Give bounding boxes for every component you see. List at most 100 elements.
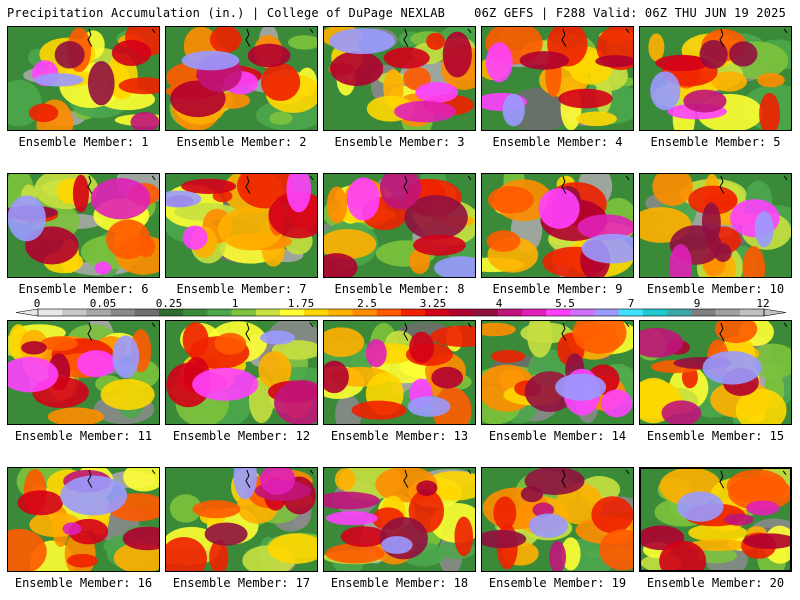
colorbar-swatch xyxy=(522,309,547,316)
ensemble-member-map xyxy=(7,320,160,425)
ensemble-member-map xyxy=(7,467,160,572)
ensemble-member-map xyxy=(165,26,318,131)
ensemble-member-label: Ensemble Member: 17 xyxy=(172,576,311,590)
colorbar-tick-label: 5.5 xyxy=(555,297,575,310)
colorbar-swatch xyxy=(280,309,305,316)
colorbar-tick-label: 0 xyxy=(33,297,41,310)
precip-field-map xyxy=(482,468,633,571)
precip-field-map xyxy=(482,174,633,277)
colorbar-swatch xyxy=(159,309,184,316)
ensemble-member-map xyxy=(323,467,476,572)
ensemble-member-map xyxy=(7,26,160,131)
map-title: Precipitation Accumulation (in.) | Colle… xyxy=(7,6,446,20)
precip-field-map xyxy=(8,174,159,277)
colorbar-swatch xyxy=(86,309,111,316)
precip-field-map xyxy=(324,321,475,424)
colorbar-swatch xyxy=(618,309,644,316)
colorbar-swatch xyxy=(207,309,232,316)
colorbar-swatch xyxy=(425,309,450,316)
precip-field-map xyxy=(8,27,159,130)
colorbar-tick-label: 1.75 xyxy=(287,297,315,310)
ensemble-member-map xyxy=(165,467,318,572)
colorbar-tick-label: 0.25 xyxy=(155,297,183,310)
precip-field-map xyxy=(640,174,791,277)
colorbar-swatch xyxy=(183,309,208,316)
colorbar-swatch xyxy=(449,309,474,316)
colorbar-swatch xyxy=(570,309,595,316)
colorbar-swatch xyxy=(328,309,353,316)
ensemble-member-label: Ensemble Member: 1 xyxy=(18,135,149,149)
ensemble-member-map xyxy=(639,26,792,131)
ensemble-member-label: Ensemble Member: 20 xyxy=(646,576,785,590)
ensemble-member-map xyxy=(481,467,634,572)
ensemble-member-map xyxy=(639,173,792,278)
precip-field-map xyxy=(640,27,791,130)
colorbar-swatch xyxy=(255,309,281,316)
colorbar-swatch xyxy=(352,309,378,316)
ensemble-member-label: Ensemble Member: 15 xyxy=(646,429,785,443)
colorbar-swatch xyxy=(643,309,668,316)
colorbar-tick-label: 7 xyxy=(627,297,635,310)
ensemble-member-label: Ensemble Member: 13 xyxy=(330,429,469,443)
colorbar-tick-label: 2.5 xyxy=(357,297,377,310)
ensemble-member-label: Ensemble Member: 9 xyxy=(492,282,623,296)
ensemble-member-map xyxy=(323,173,476,278)
precip-field-map xyxy=(166,27,317,130)
colorbar-tick-label: 0.05 xyxy=(89,297,117,310)
precip-field-map xyxy=(166,468,317,571)
ensemble-member-label: Ensemble Member: 10 xyxy=(646,282,785,296)
ensemble-member-label: Ensemble Member: 19 xyxy=(488,576,627,590)
ensemble-member-label: Ensemble Member: 7 xyxy=(176,282,307,296)
precip-field-map xyxy=(166,174,317,277)
precip-field-map xyxy=(8,321,159,424)
colorbar-tick-label: 9 xyxy=(693,297,701,310)
ensemble-member-label: Ensemble Member: 4 xyxy=(492,135,623,149)
colorbar-swatch xyxy=(110,309,136,316)
colorbar-tick-label: 12 xyxy=(756,297,770,310)
precip-field-map xyxy=(482,27,633,130)
precip-field-map xyxy=(324,174,475,277)
ensemble-member-label: Ensemble Member: 6 xyxy=(18,282,149,296)
ensemble-member-map xyxy=(481,320,634,425)
colorbar-swatch xyxy=(304,309,329,316)
ensemble-member-map xyxy=(639,320,792,425)
ensemble-member-label: Ensemble Member: 12 xyxy=(172,429,311,443)
ensemble-member-label: Ensemble Member: 2 xyxy=(176,135,307,149)
ensemble-member-map xyxy=(165,173,318,278)
colorbar-max-arrow xyxy=(763,308,787,317)
colorbar-swatch xyxy=(401,309,426,316)
colorbar-swatch xyxy=(739,309,765,316)
ensemble-member-map xyxy=(323,26,476,131)
ensemble-member-map xyxy=(323,320,476,425)
precip-field-map xyxy=(324,27,475,130)
colorbar-swatch xyxy=(231,309,257,316)
colorbar-tick-label: 4 xyxy=(495,297,503,310)
ensemble-member-map xyxy=(7,173,160,278)
colorbar-swatch xyxy=(62,309,87,316)
ensemble-member-map xyxy=(165,320,318,425)
colorbar-swatch xyxy=(667,309,692,316)
colorbar-swatch xyxy=(38,309,63,316)
colorbar-tick-label: 1 xyxy=(231,297,239,310)
precip-field-map xyxy=(166,321,317,424)
ensemble-member-map xyxy=(481,26,634,131)
ensemble-member-label: Ensemble Member: 3 xyxy=(334,135,465,149)
colorbar-tick-label: 3.25 xyxy=(419,297,447,310)
colorbar-swatch xyxy=(594,309,620,316)
precip-field-map xyxy=(482,321,633,424)
colorbar-swatch xyxy=(691,309,716,316)
ensemble-member-label: Ensemble Member: 5 xyxy=(650,135,781,149)
ensemble-member-label: Ensemble Member: 16 xyxy=(14,576,153,590)
run-valid-time: 06Z GEFS | F288 Valid: 06Z THU JUN 19 20… xyxy=(474,6,786,20)
colorbar-swatch xyxy=(134,309,160,316)
ensemble-member-map xyxy=(481,173,634,278)
ensemble-member-label: Ensemble Member: 11 xyxy=(14,429,153,443)
precip-field-map xyxy=(324,468,475,571)
precip-field-map xyxy=(640,321,791,424)
ensemble-member-map xyxy=(639,467,792,572)
ensemble-member-label: Ensemble Member: 14 xyxy=(488,429,627,443)
ensemble-member-label: Ensemble Member: 18 xyxy=(330,576,469,590)
colorbar-swatch xyxy=(473,309,499,316)
colorbar-swatch xyxy=(546,309,571,316)
ensemble-member-label: Ensemble Member: 8 xyxy=(334,282,465,296)
